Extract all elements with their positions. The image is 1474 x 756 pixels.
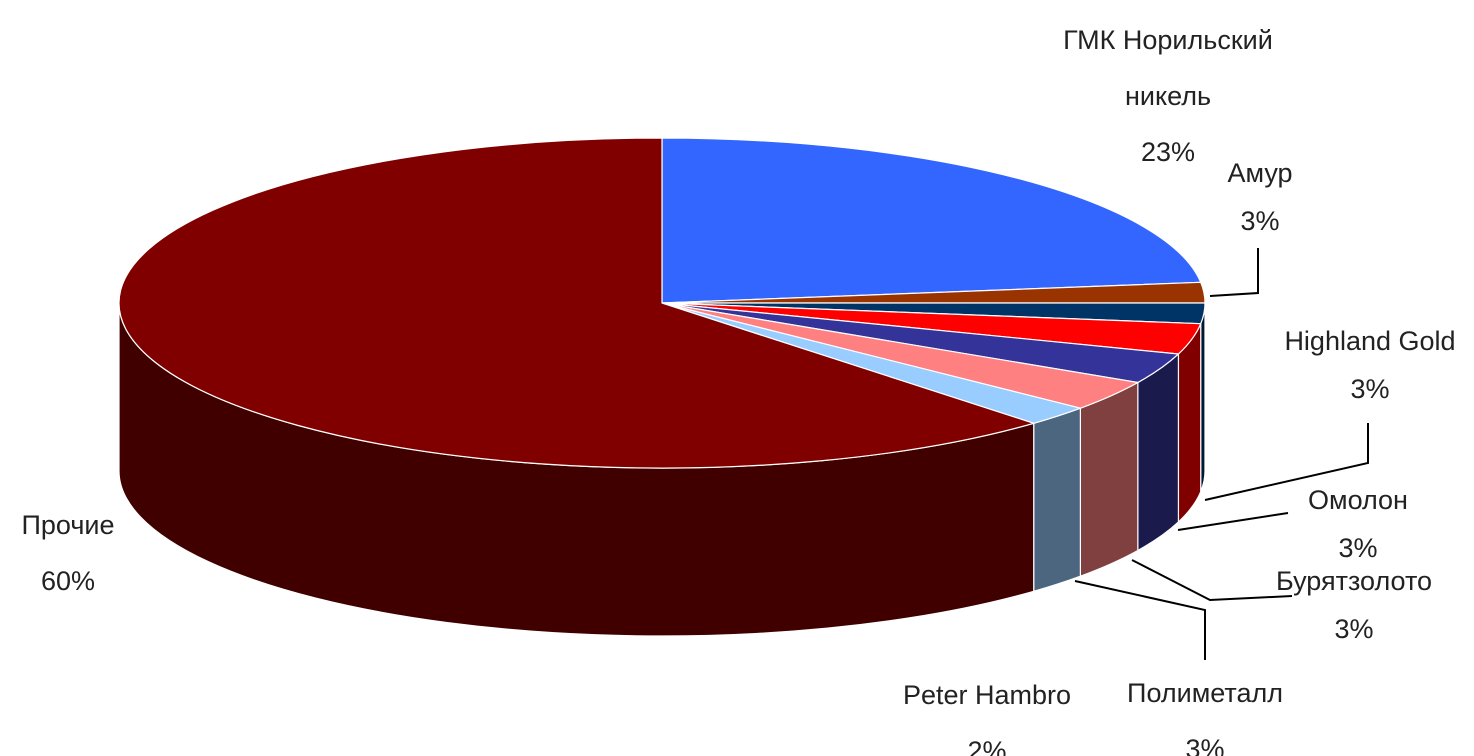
slice-percent-5: 3% [1185, 734, 1224, 756]
slice-label-2: Highland Gold [1284, 326, 1455, 356]
slice-percent-1: 3% [1240, 206, 1279, 236]
slice-percent-4: 3% [1334, 614, 1373, 644]
slice-percent-0: 23% [1141, 137, 1195, 167]
slice-percent-2: 3% [1350, 374, 1389, 404]
slice-label-0: никель [1125, 81, 1211, 111]
slice-side-4 [1137, 352, 1180, 552]
slice-label-7: Прочие [21, 510, 114, 540]
leader-line-5 [1074, 580, 1206, 660]
slice-side-2 [1200, 302, 1206, 492]
leader-lines [1074, 248, 1369, 660]
leader-line-2 [1204, 423, 1369, 501]
pie-side-walls [118, 302, 1206, 637]
slice-side-5 [1079, 381, 1139, 578]
slice-percent-7: 60% [41, 566, 95, 596]
slice-label-3: Омолон [1308, 485, 1408, 515]
slice-labels: ГМК Норильский никель 23% Амур 3% Highland Go… [21, 25, 1455, 756]
pie-top-faces [118, 137, 1206, 469]
slice-7 [118, 137, 1036, 469]
slice-percent-6: 2% [967, 736, 1006, 756]
slice-label-0: ГМК Норильский [1063, 25, 1273, 55]
slice-label-5: Полиметалл [1127, 678, 1283, 708]
slice-label-6: Peter Hambro [903, 680, 1071, 710]
leader-line-1 [1209, 248, 1259, 297]
slice-side-3 [1177, 323, 1202, 524]
leader-line-4 [1131, 559, 1293, 602]
slice-label-4: Бурятзолото [1276, 566, 1432, 596]
slice-0 [661, 137, 1202, 304]
slice-side-6 [1033, 407, 1081, 593]
leader-line-3 [1177, 512, 1289, 531]
slice-percent-3: 3% [1338, 533, 1377, 563]
slice-label-1: Амур [1227, 158, 1292, 188]
